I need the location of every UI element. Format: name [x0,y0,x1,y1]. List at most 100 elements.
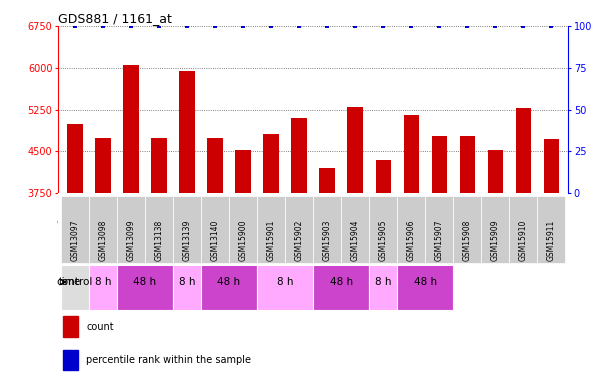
Bar [263,134,279,193]
Bar [488,150,503,193]
Text: GSM15902: GSM15902 [295,220,304,261]
Text: E2: E2 [125,217,137,227]
Bar [341,196,369,263]
Bar [173,196,201,263]
Bar [117,256,173,310]
Bar [453,196,481,263]
Text: GSM15909: GSM15909 [491,220,500,261]
Bar [320,168,335,193]
Bar [89,256,117,310]
Point [322,23,332,29]
Bar [201,256,257,310]
Bar [117,196,145,263]
Point [126,23,136,29]
Bar [61,196,89,250]
Text: time: time [59,277,81,287]
Text: 8 h: 8 h [277,277,293,287]
Bar [481,196,510,263]
Text: 48 h: 48 h [218,277,241,287]
Text: E2/TOT: E2/TOT [392,217,430,227]
Point [154,23,164,29]
Text: E2/ICI: E2/ICI [200,217,230,227]
Text: GSM15911: GSM15911 [547,220,556,261]
Bar [61,196,89,263]
Text: agent: agent [59,217,87,227]
Bar [510,196,538,263]
Point [434,23,444,29]
Bar [63,350,78,370]
Bar [89,196,173,250]
Bar [67,124,82,193]
Bar [291,118,307,193]
Bar [516,108,531,193]
Text: GDS881 / 1161_at: GDS881 / 1161_at [58,12,172,25]
Point [182,23,192,29]
Bar [285,196,313,263]
Text: GSM13098: GSM13098 [98,220,108,261]
Text: GSM15900: GSM15900 [238,220,247,261]
Text: control: control [57,277,93,287]
Text: GSM15903: GSM15903 [323,220,332,261]
Bar [313,196,341,263]
Point [378,23,388,29]
Text: GSM15906: GSM15906 [407,220,415,261]
Bar [397,196,425,263]
Bar [145,196,173,263]
Point [406,23,416,29]
Text: count: count [86,322,114,332]
Text: 48 h: 48 h [133,277,156,287]
Bar [201,196,229,263]
Bar [425,196,453,263]
Bar [123,65,139,193]
Point [519,23,529,29]
Bar [459,136,475,193]
Bar [89,196,117,263]
Bar [376,160,391,193]
Text: GSM13140: GSM13140 [211,220,219,261]
Text: GSM15907: GSM15907 [435,220,444,261]
Text: GSM15908: GSM15908 [463,220,472,261]
Point [98,23,108,29]
Bar [397,256,453,310]
Point [295,23,304,29]
Bar [369,196,397,263]
Text: GSM13097: GSM13097 [70,220,79,261]
Bar [152,138,167,193]
Bar [369,256,397,310]
Bar [235,150,251,193]
Bar [538,196,565,263]
Text: GSM13099: GSM13099 [126,220,136,261]
Point [546,23,556,29]
Bar [95,138,111,193]
Text: 48 h: 48 h [329,277,353,287]
Point [491,23,500,29]
Text: GSM13138: GSM13138 [155,220,164,261]
Bar [179,71,195,193]
Bar [207,138,223,193]
Bar [431,136,447,193]
Text: 48 h: 48 h [414,277,437,287]
Bar [544,139,559,193]
Bar [63,316,78,337]
Bar [348,107,363,193]
Text: 8 h: 8 h [95,277,111,287]
Bar [61,256,89,310]
Text: GSM13139: GSM13139 [183,220,191,261]
Text: control: control [57,217,93,227]
Bar [257,196,369,250]
Text: GSM15910: GSM15910 [519,220,528,261]
Bar [257,196,285,263]
Point [350,23,360,29]
Text: E2/Ral: E2/Ral [297,217,329,227]
Text: 8 h: 8 h [179,277,196,287]
Bar [229,196,257,263]
Point [266,23,276,29]
Text: GSM15904: GSM15904 [351,220,360,261]
Bar [173,256,201,310]
Bar [369,196,453,250]
Point [463,23,472,29]
Text: GSM15901: GSM15901 [266,220,276,261]
Text: percentile rank within the sample: percentile rank within the sample [86,355,251,365]
Point [238,23,248,29]
Point [70,23,80,29]
